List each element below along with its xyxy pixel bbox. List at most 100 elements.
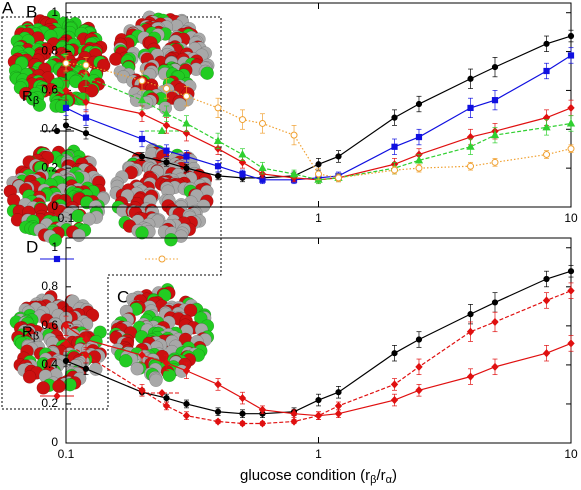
data-point — [466, 372, 475, 381]
sphere — [109, 52, 123, 66]
data-point — [391, 166, 399, 174]
data-point — [567, 268, 575, 275]
data-point — [138, 135, 146, 143]
data-point — [490, 130, 500, 139]
data-point — [315, 170, 322, 178]
data-point — [415, 386, 423, 395]
data-point — [183, 165, 190, 172]
data-point — [214, 408, 222, 415]
sphere — [32, 98, 47, 112]
y-tick-label: 1 — [51, 5, 58, 19]
data-point — [334, 401, 343, 410]
data-point — [163, 147, 170, 154]
data-point — [290, 409, 298, 418]
data-point — [182, 366, 191, 375]
data-point — [62, 321, 70, 330]
data-point — [82, 98, 90, 107]
data-point — [62, 357, 70, 365]
data-point — [335, 153, 342, 160]
y-tick-label: 0.4 — [41, 121, 58, 135]
x-axis-label-part: /r — [376, 467, 385, 484]
y-axis-label: Rβ — [22, 323, 39, 342]
x-tick-label: 1 — [315, 211, 322, 225]
data-point — [567, 339, 575, 348]
panel-label: B — [26, 2, 37, 21]
data-point — [467, 75, 474, 82]
data-point — [62, 339, 70, 348]
y-axis-label-part: R — [22, 323, 33, 340]
data-point — [62, 122, 70, 129]
data-point — [182, 129, 191, 138]
panel-label: C — [117, 287, 129, 306]
data-point — [138, 351, 146, 360]
data-point — [567, 145, 575, 153]
data-point — [82, 351, 90, 360]
data-point — [542, 122, 551, 131]
data-point — [214, 417, 222, 426]
data-point — [82, 114, 90, 121]
y-tick-label: 0 — [51, 199, 58, 213]
x-axis-label-sub: β — [370, 474, 376, 486]
data-point — [415, 133, 423, 141]
data-point — [62, 104, 70, 112]
data-point — [491, 97, 499, 104]
x-tick-label: 10 — [564, 447, 578, 461]
data-point — [238, 150, 247, 158]
data-point — [466, 142, 475, 150]
y-axis-label-part: R — [22, 88, 33, 105]
legend-item — [40, 391, 74, 401]
data-point — [82, 335, 90, 344]
data-point — [163, 394, 170, 402]
sphere — [162, 368, 177, 383]
sphere — [173, 97, 187, 112]
data-point — [214, 172, 222, 180]
data-point — [162, 358, 171, 367]
data-point — [214, 104, 222, 112]
data-point — [183, 153, 190, 160]
panel-label: A — [2, 0, 14, 17]
data-point — [390, 396, 399, 405]
legend-marker — [157, 126, 167, 134]
data-point — [415, 164, 423, 172]
data-point — [182, 118, 191, 127]
y-tick-label: 0.6 — [41, 318, 58, 332]
series-line — [65, 62, 572, 179]
sphere — [72, 228, 86, 243]
data-point — [466, 327, 475, 336]
data-point — [182, 411, 191, 420]
legend-marker — [158, 255, 166, 263]
legend-item — [145, 255, 179, 263]
data-point — [138, 109, 146, 118]
x-tick-label: 1 — [315, 447, 322, 461]
data-point — [567, 52, 575, 59]
data-point — [163, 159, 170, 166]
data-point — [182, 92, 190, 100]
data-point — [566, 118, 576, 127]
data-point — [567, 32, 575, 40]
y-tick-label: 0.8 — [41, 279, 58, 293]
data-point — [414, 155, 424, 164]
data-point — [315, 396, 322, 404]
data-point — [138, 77, 146, 85]
legend-marker — [158, 388, 166, 398]
plots: B 0 0.2 0.4 0.6 0.8 1 0.1 1 10 Rβ D 0 0.2 0.4 0.6 0.8 1 0.… — [22, 2, 578, 485]
data-point — [314, 411, 323, 420]
data-point — [289, 169, 299, 177]
data-point — [162, 121, 171, 130]
data-point — [543, 40, 550, 47]
data-point — [415, 362, 423, 371]
sphere — [119, 354, 133, 368]
y-tick-label: 0.2 — [41, 396, 58, 410]
data-point — [290, 131, 298, 139]
data-point — [82, 130, 90, 137]
data-point — [162, 84, 170, 92]
y-axis-label-sub: β — [33, 330, 39, 342]
y-axis-label: Rβ — [22, 88, 39, 107]
data-point — [491, 362, 499, 371]
x-axis-label: glucose condition (rβ/rα) — [240, 467, 397, 486]
data-point — [542, 349, 551, 358]
data-point — [390, 380, 399, 389]
data-point — [491, 64, 499, 71]
sphere — [52, 379, 66, 394]
